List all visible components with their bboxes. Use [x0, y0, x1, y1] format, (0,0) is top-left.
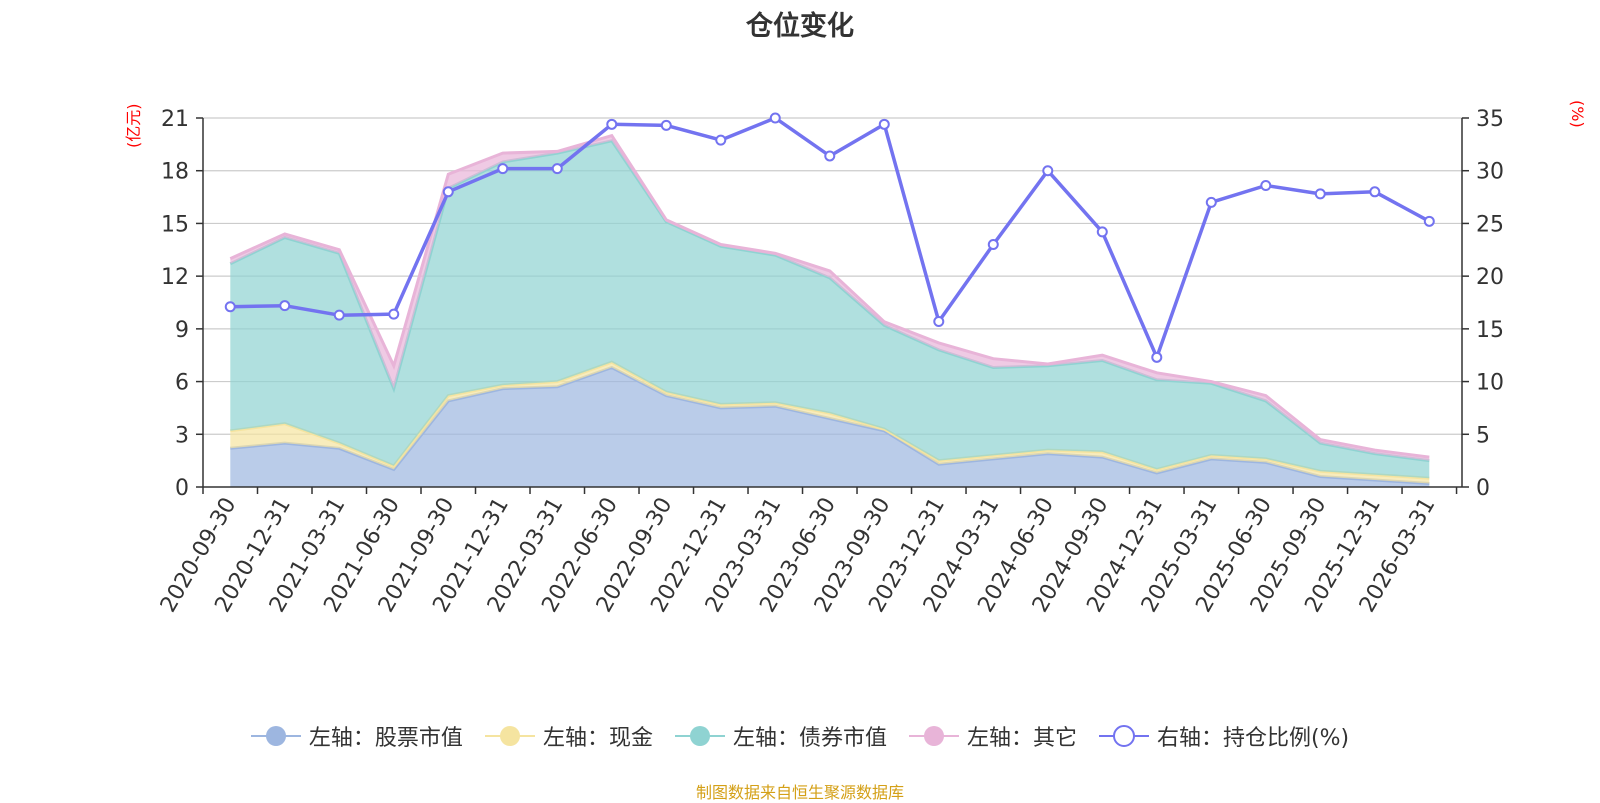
area-series-0 [230, 367, 1430, 487]
legend-item-bond[interactable]: 左轴：债券市值 [674, 720, 887, 752]
legend-swatch-other [908, 726, 959, 746]
ratio-point [987, 239, 999, 251]
legend-label-ratio: 右轴：持仓比例(%) [1156, 726, 1350, 751]
left-tick-label: 3 [175, 423, 189, 448]
ratio-point [606, 118, 618, 130]
source-note: 制图数据来自恒生聚源数据库 [695, 783, 904, 802]
legend-swatch-stock [250, 726, 301, 746]
ratio-point [388, 308, 400, 320]
ratio-point [442, 186, 454, 198]
legend-item-cash[interactable]: 左轴：现金 [484, 720, 653, 752]
legend-label-other: 左轴：其它 [966, 726, 1077, 751]
ratio-point [224, 301, 236, 313]
right-tick-label: 10 [1476, 371, 1504, 396]
right-tick-label: 35 [1476, 107, 1504, 132]
right-tick-label: 5 [1476, 423, 1490, 448]
right-axis-label: (%) [1568, 100, 1587, 128]
left-tick-label: 6 [175, 371, 189, 396]
ratio-point [933, 315, 945, 327]
left-tick-label: 18 [161, 160, 189, 185]
ratio-point [1369, 186, 1381, 198]
right-tick-label: 20 [1476, 265, 1504, 290]
left-tick-label: 12 [161, 265, 189, 290]
left-tick-label: 9 [175, 318, 189, 343]
ratio-point [333, 309, 345, 321]
right-tick-label: 15 [1476, 318, 1504, 343]
left-tick-label: 0 [175, 476, 189, 501]
ratio-point [660, 119, 672, 131]
left-tick-label: 21 [161, 107, 189, 132]
ratio-point [1151, 351, 1163, 363]
legend-swatch-ratio [1098, 725, 1149, 747]
legend-item-ratio[interactable]: 右轴：持仓比例(%) [1098, 720, 1350, 752]
ratio-point [1423, 215, 1435, 227]
ratio-point [551, 163, 563, 175]
right-tick-label: 0 [1476, 476, 1490, 501]
ratio-point [1042, 165, 1054, 177]
right-tick-label: 25 [1476, 212, 1504, 237]
left-tick-label: 15 [161, 212, 189, 237]
right-tick-label: 30 [1476, 160, 1504, 185]
ratio-point [769, 112, 781, 124]
left-axis-label: (亿元) [124, 103, 143, 149]
legend-swatch-cash [484, 726, 535, 746]
ratio-point [497, 163, 509, 175]
legend-swatch-bond [674, 726, 725, 746]
ratio-point [878, 118, 890, 130]
ratio-point [1205, 196, 1217, 208]
ratio-point [824, 150, 836, 162]
legend-item-stock[interactable]: 左轴：股票市值 [250, 720, 463, 752]
area-series-2 [230, 140, 1430, 479]
chart-title: 仓位变化 [746, 11, 854, 42]
area-series-1 [230, 362, 1430, 484]
legend-item-other[interactable]: 左轴：其它 [908, 720, 1077, 752]
legend-label-cash: 左轴：现金 [542, 726, 653, 751]
legend: 左轴：股票市值 左轴：现金 左轴：债券市值 左轴：其它 右轴：持仓比例(%) [0, 720, 1600, 752]
ratio-point [1314, 188, 1326, 200]
legend-label-stock: 左轴：股票市值 [308, 726, 463, 751]
ratio-point [1096, 226, 1108, 238]
ratio-point [279, 300, 291, 312]
ratio-point [1260, 179, 1272, 191]
area-edge-series-3 [229, 133, 1430, 459]
legend-label-bond: 左轴：债券市值 [732, 726, 887, 751]
ratio-point [715, 134, 727, 146]
